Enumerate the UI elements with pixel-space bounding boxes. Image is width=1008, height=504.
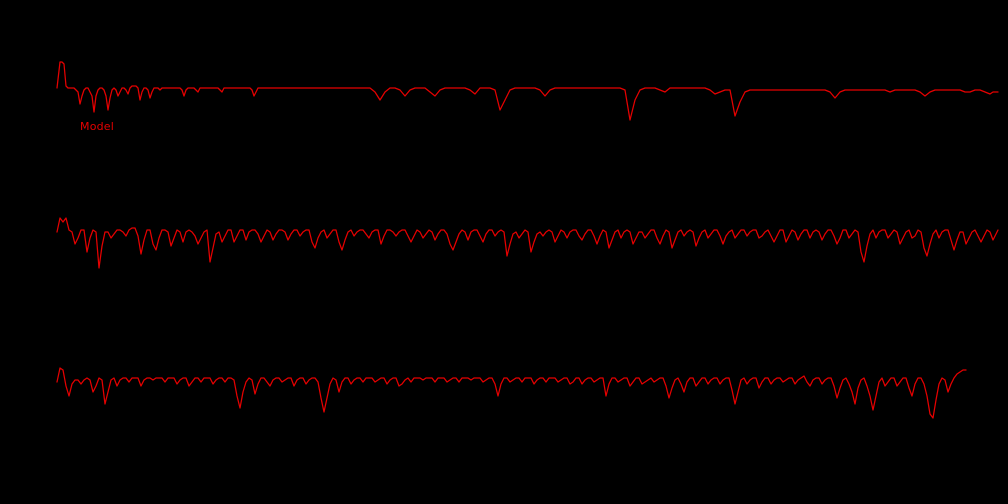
model-spectrum-line-1 [56,61,999,121]
model-spectrum-line-2 [56,217,999,269]
model-spectrum-line-3 [56,367,967,419]
legend-label-model: Model [80,120,115,133]
